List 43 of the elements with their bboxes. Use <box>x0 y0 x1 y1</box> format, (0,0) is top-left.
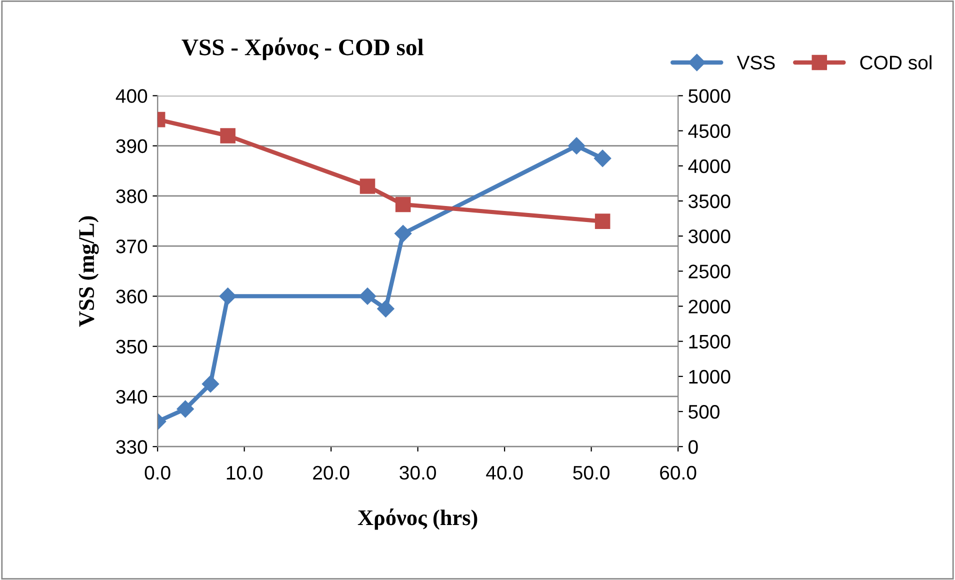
point <box>202 375 220 392</box>
y-tick-label: 350 <box>116 340 148 354</box>
y2-tick-label: 5000 <box>688 89 730 103</box>
y2-tick-label: 2500 <box>688 264 730 278</box>
point <box>219 288 236 305</box>
legend-label: VSS <box>736 56 775 70</box>
x-tick-label: 60.0 <box>660 466 696 480</box>
x-axis-title: Χρόνος (hrs) <box>358 508 478 530</box>
y-tick-label: 400 <box>116 89 148 103</box>
y2-tick-label: 1500 <box>689 334 730 349</box>
y2-tick-label: 2000 <box>688 300 730 314</box>
x-tick-label: 20.0 <box>313 466 350 480</box>
point <box>360 178 376 194</box>
point <box>220 128 236 144</box>
y-axis-title: VSS (mg/L) <box>78 216 99 327</box>
y2-tick-label: 500 <box>688 404 720 419</box>
chart-title: VSS - Χρόνος - COD sol <box>182 38 424 60</box>
y-tick-label: 340 <box>116 390 148 404</box>
y2-tick-label: 4500 <box>688 124 730 138</box>
point <box>358 288 376 305</box>
x-tick-label: 30.0 <box>400 466 436 480</box>
y-tick-label: 370 <box>116 240 148 254</box>
point <box>377 300 394 318</box>
point <box>395 196 411 212</box>
point <box>394 225 412 242</box>
point <box>568 137 586 154</box>
y2-tick-label: 3500 <box>688 194 730 208</box>
y-tick-label: 390 <box>116 139 148 154</box>
point <box>176 400 194 418</box>
point <box>594 214 610 229</box>
x-tick-label: 50.0 <box>573 466 610 480</box>
point <box>594 150 612 167</box>
y2-tick-label: 4000 <box>688 159 730 174</box>
y2-tick-label: 1000 <box>689 370 730 384</box>
y-tick-label: 380 <box>116 189 148 204</box>
x-tick-label: 40.0 <box>486 466 523 480</box>
x-tick-label: 0.0 <box>144 466 170 480</box>
y2-tick-label: 3000 <box>688 230 730 244</box>
x-tick-label: 10.0 <box>226 466 262 480</box>
y-tick-label: 360 <box>116 290 148 304</box>
y-tick-label: 330 <box>116 440 148 454</box>
legend-label: COD sol <box>860 55 932 70</box>
y2-tick-label: 0 <box>688 440 698 454</box>
